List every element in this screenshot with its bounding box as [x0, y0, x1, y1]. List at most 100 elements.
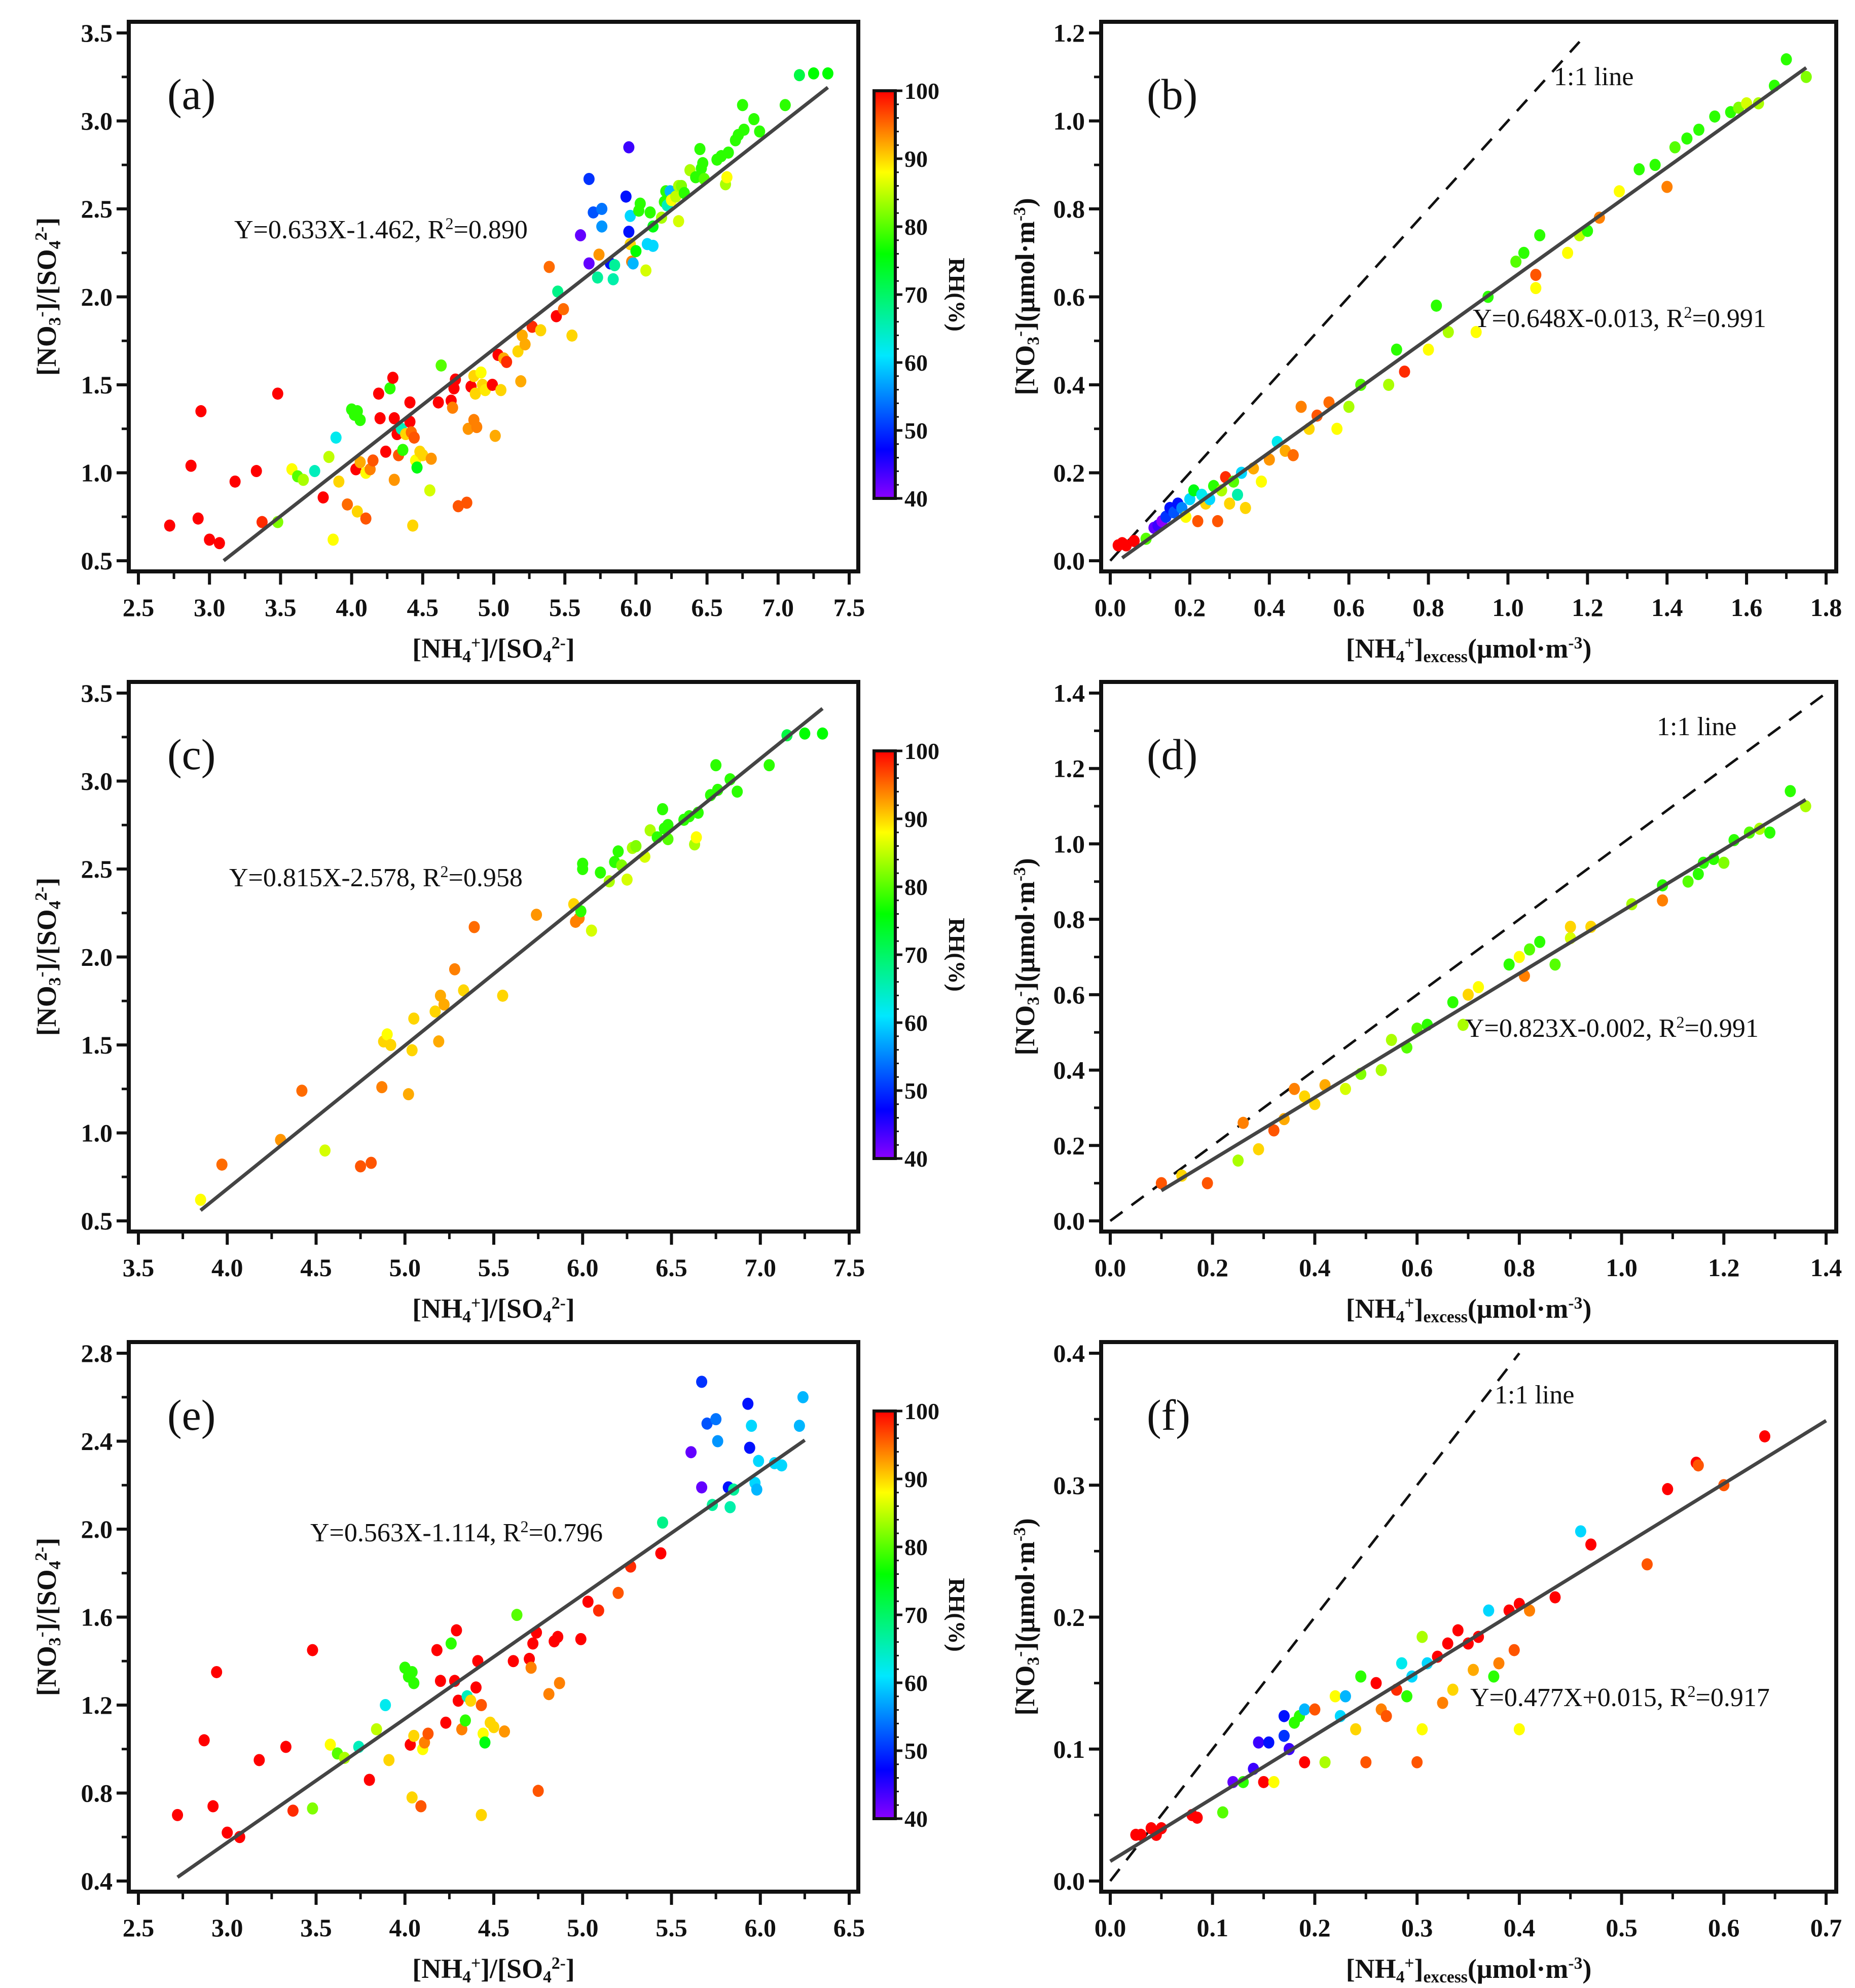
- data-point: [195, 1194, 206, 1206]
- y-tick-label: 0.4: [81, 1867, 113, 1895]
- data-point: [596, 203, 608, 215]
- data-point: [1192, 515, 1204, 527]
- y-tick-label: 0.2: [1053, 1131, 1085, 1160]
- sub-text: 4: [543, 1308, 552, 1326]
- panel-c: 3.5 4.0 4.5 5.0 5.5 6.0 6.5 7.0 7.5 0.5 1.0 1.5 2.0 2…: [31, 679, 970, 1326]
- y-axis-label: [NO3-]/[SO42-]: [31, 878, 64, 1036]
- label-text: =0.991: [1692, 304, 1766, 333]
- x-tick-label: 0.6: [1401, 1253, 1433, 1282]
- data-point: [620, 190, 632, 203]
- x-tick-label: 6.0: [567, 1253, 599, 1282]
- colorbar-tick-label: 90: [904, 806, 928, 832]
- data-point: [411, 461, 423, 474]
- data-point: [694, 143, 706, 156]
- data-point: [1253, 1736, 1264, 1749]
- sup-text: -3: [1568, 634, 1582, 653]
- sub-text: 4: [46, 240, 64, 249]
- label-text: Y=0.563X-1.114, R: [310, 1519, 521, 1547]
- x-tick-label: 0.4: [1254, 593, 1286, 622]
- data-point: [1585, 1538, 1597, 1551]
- data-point: [742, 1397, 754, 1410]
- y-tick-label: 0.4: [1053, 371, 1085, 399]
- label-text: ]: [1414, 633, 1424, 664]
- x-axis-label: [NH4+]excess(μmol·m-3): [1346, 1954, 1592, 1986]
- data-point: [737, 99, 748, 112]
- data-point: [324, 1739, 336, 1751]
- colorbar-tick-label: 70: [904, 282, 928, 308]
- data-point: [607, 273, 619, 285]
- y-tick-label: 0.0: [1053, 547, 1085, 575]
- data-point: [447, 402, 458, 414]
- one-to-one-label: 1:1 line: [1554, 62, 1633, 91]
- y-tick-label: 3.5: [81, 679, 113, 707]
- sup-text: +: [1404, 1294, 1414, 1313]
- data-point: [499, 1725, 511, 1738]
- label-text: ]/[SO: [481, 1954, 543, 1984]
- data-point: [623, 226, 635, 238]
- x-tick-label: 5.5: [656, 1913, 687, 1942]
- data-point: [808, 67, 819, 80]
- data-point: [612, 845, 624, 858]
- data-point: [543, 261, 555, 273]
- data-point: [1437, 1696, 1448, 1709]
- y-tick-label: 0.1: [1053, 1735, 1085, 1763]
- data-point: [1155, 1177, 1167, 1189]
- sup-text: 2: [445, 214, 453, 233]
- label-text: ](μmol·m: [1010, 221, 1040, 331]
- data-point: [380, 445, 391, 458]
- label-text: ]: [566, 633, 575, 664]
- data-point: [1253, 1143, 1264, 1155]
- data-point: [1759, 1430, 1770, 1442]
- data-point: [387, 372, 398, 384]
- colorbar-label: RH(%): [944, 1578, 970, 1652]
- plot-frame: [127, 20, 860, 573]
- label-text: (μmol·m: [1468, 633, 1569, 664]
- data-point: [1380, 1710, 1392, 1722]
- plot-frame: [127, 1340, 860, 1894]
- data-point: [435, 359, 447, 372]
- plot-frame: [127, 680, 860, 1234]
- data-point: [406, 1666, 418, 1678]
- data-point: [415, 1800, 427, 1813]
- label-text: [NH: [412, 1293, 462, 1324]
- data-point: [551, 310, 562, 322]
- data-point: [583, 257, 595, 270]
- colorbar-gradient: [872, 89, 897, 500]
- data-point: [376, 1081, 388, 1094]
- colorbar: 40 50 60 70 80 90 100 RH(%): [872, 78, 970, 512]
- data-point: [690, 171, 702, 184]
- data-point: [1191, 1812, 1203, 1824]
- data-point: [507, 1655, 519, 1668]
- label-text: ]: [31, 1538, 62, 1547]
- sup-text: 2: [1676, 1013, 1684, 1031]
- data-point: [1518, 246, 1530, 259]
- x-tick-label: 5.5: [478, 1253, 510, 1282]
- data-point: [476, 1809, 487, 1821]
- y-axis-label: [NO3-]/[SO42-]: [31, 218, 64, 376]
- x-tick-label: 1.2: [1708, 1253, 1740, 1282]
- data-point: [1780, 53, 1792, 66]
- data-point: [1565, 921, 1576, 933]
- label-text: (μmol·m: [1468, 1293, 1569, 1324]
- sup-text: -3: [1568, 1294, 1582, 1313]
- data-point: [307, 1802, 318, 1815]
- data-point: [1524, 943, 1536, 956]
- label-text: ): [1010, 858, 1040, 867]
- data-point: [1299, 1756, 1311, 1768]
- data-point: [582, 1596, 594, 1608]
- data-point: [511, 1609, 523, 1621]
- colorbar: 40 50 60 70 80 90 100 RH(%): [872, 1398, 970, 1832]
- x-tick-label: 7.0: [762, 593, 794, 622]
- data-point: [489, 429, 501, 442]
- data-point: [588, 206, 599, 219]
- data-point: [1442, 326, 1454, 338]
- label-text: ](μmol·m: [1010, 1541, 1040, 1651]
- y-tick-label: 1.0: [81, 459, 113, 487]
- data-point: [1212, 515, 1223, 527]
- x-tick-label: 1.0: [1606, 1253, 1638, 1282]
- data-point: [596, 220, 608, 233]
- data-point: [1669, 141, 1681, 154]
- x-tick-label: 0.8: [1412, 593, 1444, 622]
- data-point: [408, 1729, 420, 1742]
- data-point: [417, 449, 428, 461]
